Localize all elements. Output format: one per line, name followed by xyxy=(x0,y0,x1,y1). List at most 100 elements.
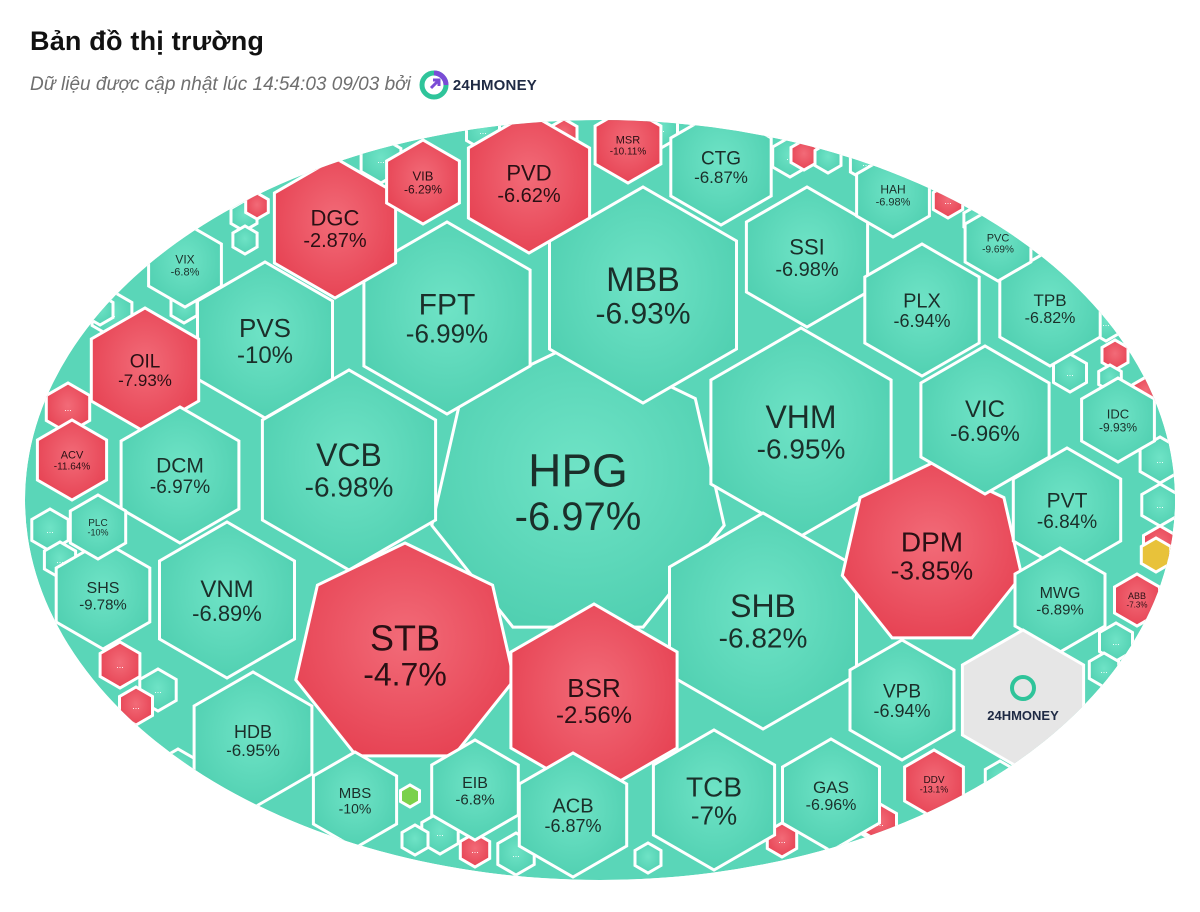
more-cell[interactable] xyxy=(813,141,843,175)
stock-tile-abb[interactable]: ABB-7.3% xyxy=(1113,572,1161,628)
stock-tile-gas[interactable]: GAS-6.96% xyxy=(781,737,881,853)
header: Bản đồ thị trường xyxy=(30,26,264,57)
stock-tile-shape xyxy=(919,344,1051,496)
stock-code: PLC xyxy=(88,518,107,529)
stock-tile-plc[interactable]: PLC-10% xyxy=(68,493,128,561)
stock-tile-shb[interactable]: SHB-6.82% xyxy=(668,511,858,731)
stock-tile-vpb[interactable]: VPB-6.94% xyxy=(848,638,956,762)
stock-tile-pvt[interactable]: PVT-6.84% xyxy=(1011,446,1123,574)
more-cell[interactable] xyxy=(633,841,663,875)
stock-code: VIC xyxy=(965,396,1005,423)
more-label: ... xyxy=(512,849,520,859)
more-cell[interactable] xyxy=(1100,338,1130,372)
stock-tile-dcm[interactable]: DCM-6.97% xyxy=(119,405,241,545)
stock-code: MBB xyxy=(606,261,680,299)
brand-link[interactable]: 24HMONEY xyxy=(419,70,537,100)
stock-change: -10% xyxy=(87,528,108,538)
more-label: ... xyxy=(996,773,1004,783)
stock-tile-vcb[interactable]: VCB-6.98% xyxy=(260,368,438,572)
stock-change: -6.62% xyxy=(497,185,561,207)
stock-tile-vnm[interactable]: VNM-6.89% xyxy=(158,520,296,680)
stock-tile-shs[interactable]: SHS-9.78% xyxy=(54,539,152,651)
stock-tile-vic[interactable]: VIC-6.96% xyxy=(919,344,1051,496)
stock-change: -4.7% xyxy=(363,656,447,692)
stock-tile-ddv[interactable]: DDV-13.1% xyxy=(903,748,965,820)
stock-change: -6.97% xyxy=(150,477,210,498)
more-cell-shape xyxy=(789,138,819,172)
stock-change: -7.93% xyxy=(118,371,172,390)
stock-tile-acv[interactable]: ACV-11.64% xyxy=(35,418,109,502)
more-cell[interactable]: ... xyxy=(98,640,142,690)
up-cell[interactable] xyxy=(749,870,767,888)
stock-code: MBS xyxy=(339,785,372,802)
stock-code: DDV xyxy=(923,775,944,786)
stock-code: HDB xyxy=(234,722,272,742)
stock-tile-msr[interactable]: MSR-10.11% xyxy=(593,107,663,185)
more-cell-shape xyxy=(813,141,843,175)
more-label: ... xyxy=(1156,500,1164,510)
stock-code: ABB xyxy=(1128,591,1146,601)
stock-tile-shape xyxy=(466,120,592,255)
more-cell[interactable] xyxy=(789,138,819,172)
more-cell[interactable]: ... xyxy=(983,759,1017,797)
stock-change: -9.93% xyxy=(1099,420,1137,434)
stock-change: -10% xyxy=(237,342,293,369)
more-cell[interactable] xyxy=(970,786,1000,820)
stock-tile-tcb[interactable]: TCB-7% xyxy=(651,728,777,872)
stock-tile-vib[interactable]: VIB-6.29% xyxy=(385,138,461,226)
more-cell[interactable]: ... xyxy=(158,747,198,793)
stock-tile-shape xyxy=(68,493,128,561)
stock-change: -6.87% xyxy=(694,168,748,187)
more-cell-shape xyxy=(244,191,270,221)
more-cell-shape xyxy=(970,786,1000,820)
stock-tile-fpt[interactable]: FPT-6.99% xyxy=(362,220,532,416)
stock-tile-oil[interactable]: OIL-7.93% xyxy=(89,306,201,434)
more-label: ... xyxy=(377,155,385,165)
up-cell[interactable] xyxy=(399,783,421,809)
more-cell[interactable] xyxy=(85,293,115,327)
stock-tile-bsr[interactable]: BSR-2.56% xyxy=(509,602,679,798)
more-cell[interactable]: ... xyxy=(458,831,492,869)
stock-tile-dpm[interactable]: DPM-3.85% xyxy=(840,461,1024,640)
stock-tile-shape xyxy=(593,120,663,185)
stock-tile-pvd[interactable]: PVD-6.62% xyxy=(466,113,592,255)
stock-code: SHS xyxy=(87,580,120,597)
update-info: Dữ liệu được cập nhật lúc 14:54:03 09/03… xyxy=(30,70,537,100)
more-cell[interactable]: ... xyxy=(1087,651,1121,689)
stock-code: OIL xyxy=(130,352,161,373)
stock-tile-mbs[interactable]: MBS-10% xyxy=(311,750,399,850)
more-cell[interactable]: ... xyxy=(931,182,965,220)
stock-tile-ctg[interactable]: CTG-6.87% xyxy=(669,109,773,227)
stock-tile-idc[interactable]: IDC-9.93% xyxy=(1080,376,1156,464)
stock-code: DCM xyxy=(156,454,204,477)
stock-tile-acb[interactable]: ACB-6.87% xyxy=(517,751,629,879)
stock-tile-vhm[interactable]: VHM-6.95% xyxy=(709,326,893,538)
stock-tile-stb[interactable]: STB-4.7% xyxy=(294,541,516,758)
stock-change: -2.56% xyxy=(556,702,632,729)
stock-code: DGC xyxy=(311,205,360,230)
more-cell[interactable] xyxy=(400,823,430,857)
stock-change: -6.93% xyxy=(595,298,690,331)
stock-code: CTG xyxy=(701,149,741,170)
brand-logo-icon xyxy=(419,70,449,100)
stock-change: -6.96% xyxy=(950,421,1020,446)
more-cell[interactable]: ... xyxy=(118,685,154,727)
stock-tile-pvs[interactable]: PVS-10% xyxy=(196,260,334,420)
stock-change: -6.95% xyxy=(757,434,846,465)
more-cell[interactable] xyxy=(244,191,270,221)
stock-tile-plx[interactable]: PLX-6.94% xyxy=(863,242,981,378)
stock-tile-eib[interactable]: EIB-6.8% xyxy=(430,738,520,842)
more-cell[interactable] xyxy=(231,224,259,256)
more-cell[interactable]: ... xyxy=(1140,482,1178,528)
stock-change: -6.99% xyxy=(406,319,488,349)
stock-tile-mbb[interactable]: MBB-6.93% xyxy=(548,185,738,405)
stock-tile-shape xyxy=(54,539,152,651)
stock-tile-shape xyxy=(35,418,109,502)
stock-tile-hpg[interactable]: HPG-6.97% xyxy=(430,340,726,629)
more-label: ... xyxy=(1112,637,1120,647)
stock-code: HPG xyxy=(528,444,628,496)
brand-cell-name: 24HMONEY xyxy=(987,708,1059,723)
stock-change: -6.96% xyxy=(806,797,857,814)
more-label: ... xyxy=(132,701,140,711)
ref-cell[interactable] xyxy=(1139,536,1173,574)
